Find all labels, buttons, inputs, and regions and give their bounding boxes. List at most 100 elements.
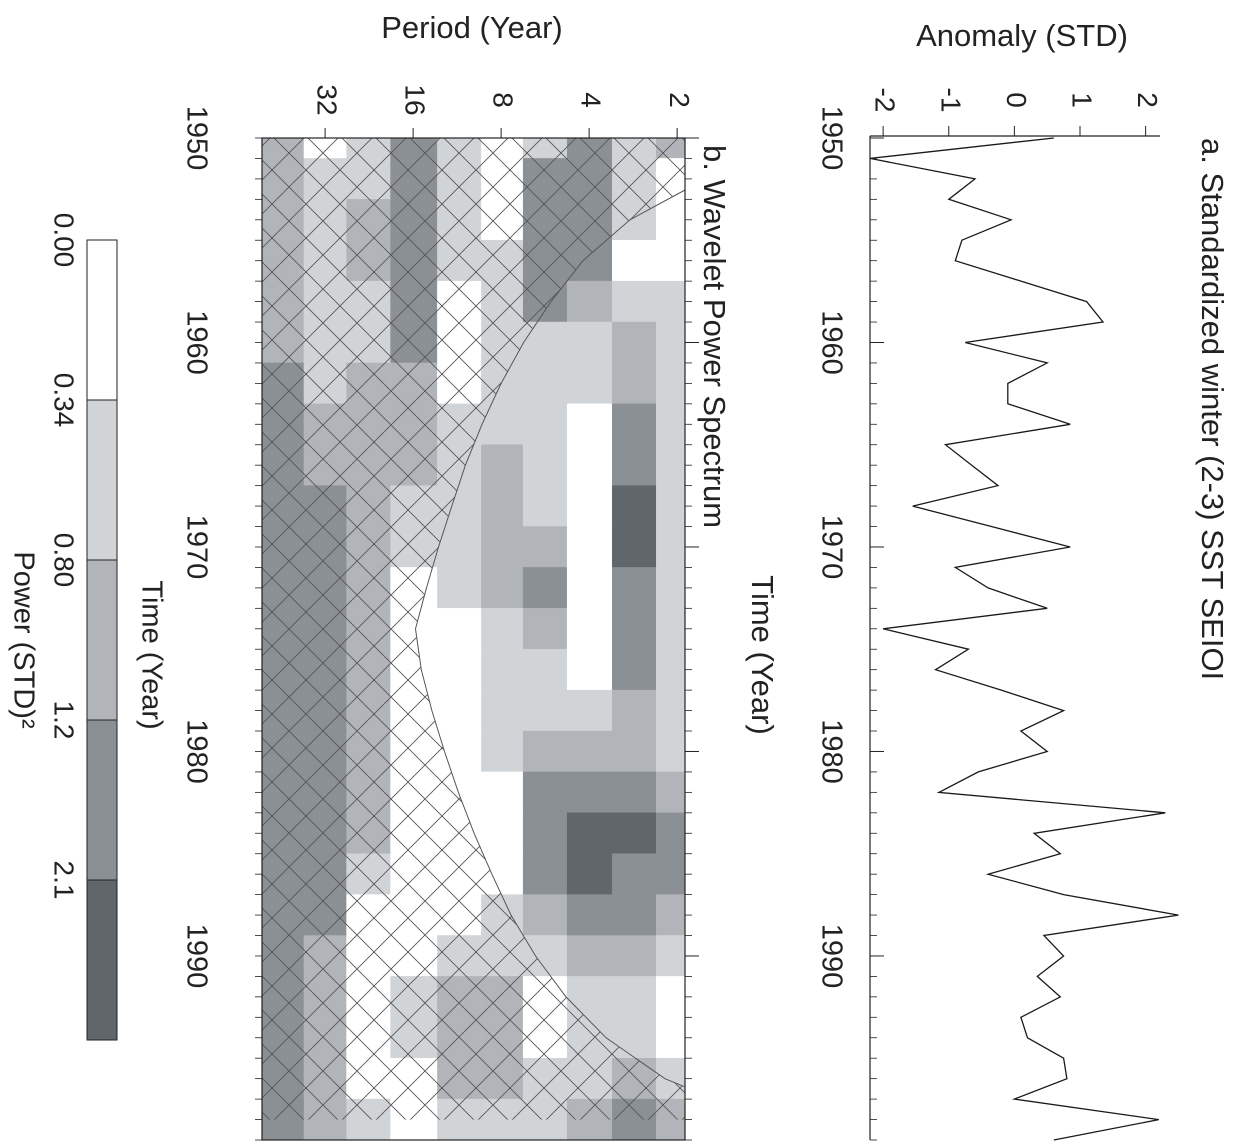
heat-cell (655, 812, 685, 855)
heat-cell (566, 648, 613, 691)
y-tick-label: 4 (576, 92, 607, 108)
colorbar-bin (86, 239, 118, 401)
y-axis-label-b: Period (Year) (381, 10, 563, 45)
colorbar-tick-label: 2.1 (49, 861, 80, 900)
heat-cell (480, 648, 523, 691)
y-tick-label: 1 (1067, 92, 1098, 108)
colorbar-tick-label: 0.80 (49, 533, 80, 588)
data-line (869, 137, 1179, 1141)
coi-line (414, 189, 685, 1088)
heat-cell (522, 362, 567, 405)
heat-cell (611, 935, 657, 978)
x-tick-label: 1990 (180, 924, 212, 989)
heat-cell (480, 812, 523, 855)
heat-cell (566, 362, 613, 405)
heat-cell (655, 403, 685, 446)
heat-cell (480, 730, 523, 773)
heat-cell (566, 853, 613, 896)
heat-cell (522, 771, 567, 814)
heat-cell (611, 239, 657, 282)
chart-title: b. Wavelet Power Spectrum (697, 145, 732, 528)
heat-cell (611, 689, 657, 732)
heat-cell (522, 485, 567, 528)
heat-cell (566, 935, 613, 978)
heat-cell (480, 485, 523, 528)
heat-cell (655, 730, 685, 773)
x-axis-label: Time (Year) (745, 575, 780, 735)
heat-cell (611, 444, 657, 487)
heat-cell (655, 567, 685, 610)
heat-cell (655, 239, 685, 282)
y-tick-label: 2 (664, 92, 695, 108)
heat-cell (522, 689, 567, 732)
heat-cell (566, 321, 613, 364)
heat-cell (655, 485, 685, 528)
heat-cell (566, 812, 613, 855)
y-tick-label: 0 (1001, 92, 1032, 108)
heat-cell (611, 648, 657, 691)
colorbar-bin (86, 399, 118, 561)
colorbar-bin (86, 719, 118, 881)
x-tick-label: 1950 (180, 106, 212, 171)
heatmap-cells (262, 138, 685, 1140)
chart-title: a. Standardized winter (2-3) SST SEIOI (1195, 138, 1230, 680)
heat-cell (655, 935, 685, 978)
y-axis-label-a: Anomaly (STD) (916, 18, 1128, 53)
heat-cell (611, 608, 657, 650)
heat-cell (611, 526, 657, 569)
colorbar-bin (86, 559, 118, 721)
heat-cell (480, 608, 523, 650)
heat-cell (611, 403, 657, 446)
heat-cell (611, 321, 657, 364)
heat-cell (436, 648, 482, 691)
heat-cell (611, 771, 657, 814)
heat-cell (436, 689, 482, 732)
heat-cell (480, 567, 523, 610)
heat-cell (436, 608, 482, 650)
heat-cell (655, 648, 685, 691)
heat-cell (522, 730, 567, 773)
heat-cell (566, 689, 613, 732)
heat-cell (522, 608, 567, 650)
x-tick-label: 1960 (815, 310, 847, 375)
heat-cell (611, 280, 657, 323)
heat-cell (480, 526, 523, 569)
heat-cell (611, 730, 657, 773)
y-tick-label: 8 (488, 92, 519, 108)
colorbar-xlabel: Time (Year) (135, 580, 167, 729)
x-tick-label: 1980 (180, 719, 212, 784)
heat-cell (566, 730, 613, 773)
colorbar-label: Power (STD)² (7, 551, 39, 729)
heat-cell (566, 894, 613, 937)
heat-cell (655, 362, 685, 405)
heat-cell (655, 526, 685, 569)
heat-cell (611, 567, 657, 610)
y-tick-label: 32 (312, 84, 343, 115)
colorbar-tick-label: 0.00 (49, 213, 80, 268)
heat-cell (522, 403, 567, 446)
heat-cell (566, 608, 613, 650)
x-tick-label: 1980 (815, 719, 847, 784)
heat-cell (611, 853, 657, 896)
heat-cell (611, 485, 657, 528)
heat-cell (566, 567, 613, 610)
heat-cell (611, 894, 657, 937)
x-tick-label: 1960 (180, 310, 212, 375)
colorbar-bin (86, 879, 118, 1041)
heat-cell (611, 812, 657, 855)
heat-cell (480, 771, 523, 814)
coi-hatch (262, 138, 685, 1120)
overlays: a. Standardized winter (2-3) SST SEIOI Ti… (7, 84, 1230, 1141)
colorbar-tick-label: 1.2 (49, 701, 80, 740)
heat-cell (566, 771, 613, 814)
heat-cell (522, 894, 567, 937)
heat-cell (566, 280, 613, 323)
heat-cell (436, 526, 482, 569)
heat-cell (566, 526, 613, 569)
heat-cell (655, 280, 685, 323)
x-tick-label: 1990 (815, 924, 847, 989)
y-tick-label: 16 (400, 84, 431, 115)
heat-cell (522, 648, 567, 691)
x-tick-label: 1950 (815, 106, 847, 171)
